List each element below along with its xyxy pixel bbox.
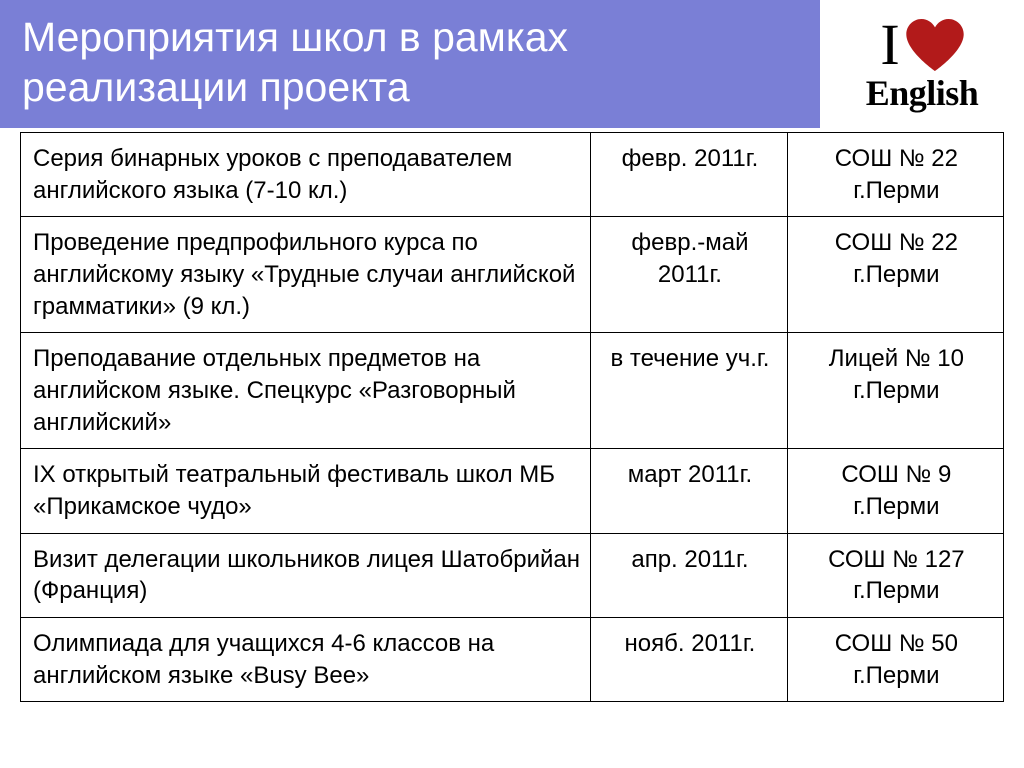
school-cell: СОШ № 22 г.Перми [787,217,1003,333]
date-cell: апр. 2011г. [591,533,788,617]
activity-cell: Серия бинарных уроков с преподавателем а… [21,133,591,217]
table-row: Проведение предпрофильного курса по англ… [21,217,1004,333]
school-cell: СОШ № 22 г.Перми [787,133,1003,217]
logo-top-row: I [880,16,963,74]
school-cell: СОШ № 127 г.Перми [787,533,1003,617]
activities-table: Серия бинарных уроков с преподавателем а… [20,132,1004,702]
table-row: Серия бинарных уроков с преподавателем а… [21,133,1004,217]
date-cell: февр. 2011г. [591,133,788,217]
slide-header: Мероприятия школ в рамках реализации про… [0,0,1024,128]
school-cell: СОШ № 9 г.Перми [787,449,1003,533]
logo-letter-i: I [880,16,899,74]
date-cell: февр.-май 2011г. [591,217,788,333]
school-cell: СОШ № 50 г.Перми [787,618,1003,702]
school-cell: Лицей № 10 г.Перми [787,333,1003,449]
date-cell: март 2011г. [591,449,788,533]
activity-cell: Проведение предпрофильного курса по англ… [21,217,591,333]
date-cell: в течение уч.г. [591,333,788,449]
date-cell: нояб. 2011г. [591,618,788,702]
heart-icon [906,19,964,71]
activity-cell: Преподавание отдельных предметов на англ… [21,333,591,449]
logo-english-text: English [866,72,979,114]
activity-cell: Олимпиада для учащихся 4-6 классов на ан… [21,618,591,702]
table-row: Преподавание отдельных предметов на англ… [21,333,1004,449]
table-row: IX открытый театральный фестиваль школ М… [21,449,1004,533]
table-container: Серия бинарных уроков с преподавателем а… [0,128,1024,702]
slide-title: Мероприятия школ в рамках реализации про… [22,12,782,112]
table-row: Визит делегации школьников лицея Шатобри… [21,533,1004,617]
table-row: Олимпиада для учащихся 4-6 классов на ан… [21,618,1004,702]
title-wrap: Мероприятия школ в рамках реализации про… [22,12,782,112]
activity-cell: IX открытый театральный фестиваль школ М… [21,449,591,533]
i-love-english-logo: I English [820,0,1024,128]
activity-cell: Визит делегации школьников лицея Шатобри… [21,533,591,617]
